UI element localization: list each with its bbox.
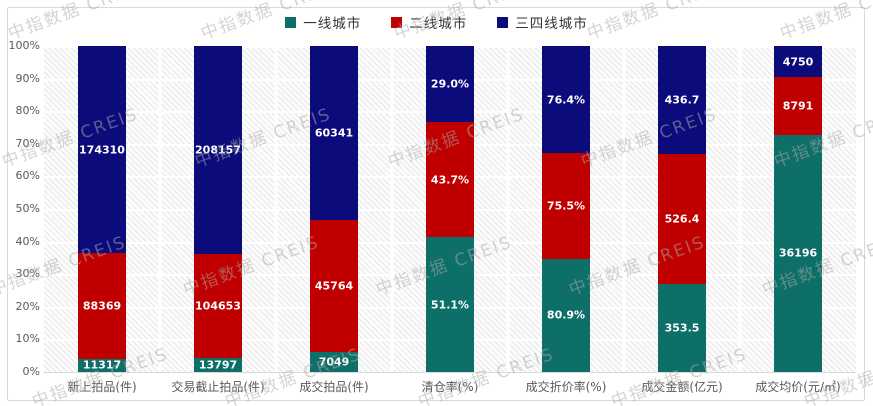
bar-segment: 88369 xyxy=(78,253,126,359)
bar-segment-label: 7049 xyxy=(318,355,350,369)
bar-segment-label: 36196 xyxy=(778,246,818,260)
bar-segment: 76.4% xyxy=(542,46,590,153)
bar-segment-label: 43.7% xyxy=(430,173,470,187)
bar-column: 36196 8791 4750 xyxy=(740,46,856,372)
legend-swatch-icon xyxy=(391,16,403,28)
stacked-bar: 353.5 526.4 436.7 xyxy=(658,46,706,372)
x-axis-category-label: 新上拍品(件) xyxy=(67,380,137,394)
legend-label: 三四线城市 xyxy=(515,16,588,32)
vertical-gridline xyxy=(738,46,742,372)
y-axis-tick-label: 10% xyxy=(15,332,40,346)
bar-segment-label: 208157 xyxy=(195,143,241,157)
bar-segment: 526.4 xyxy=(658,154,706,285)
stacked-bar: 7049 45764 60341 xyxy=(310,46,358,372)
y-axis-tick-label: 90% xyxy=(15,71,40,85)
bar-segment: 436.7 xyxy=(658,46,706,155)
bar-segment: 7049 xyxy=(310,351,358,372)
plot-area: 11317 88369 174310 13797 104653 208157 7049 457… xyxy=(44,46,856,373)
bar-segment-label: 75.5% xyxy=(546,199,586,213)
y-axis-tick-label: 30% xyxy=(15,267,40,281)
bar-column: 11317 88369 174310 xyxy=(44,46,160,372)
bar-segment: 60341 xyxy=(310,46,358,220)
bar-segment-label: 174310 xyxy=(79,143,125,157)
chart-legend: 一线城市 二线城市 三四线城市 xyxy=(0,12,873,32)
bar-segment-label: 45764 xyxy=(314,279,354,293)
x-axis-category-label: 清仓率(%) xyxy=(421,380,479,394)
bar-segment-label: 11317 xyxy=(82,358,122,372)
vertical-gridline xyxy=(622,46,626,372)
legend-item: 一线城市 xyxy=(285,12,361,32)
bar-segment-label: 8791 xyxy=(782,99,814,113)
legend-label: 二线城市 xyxy=(409,16,468,32)
vertical-gridline xyxy=(506,46,510,372)
y-axis-tick-label: 0% xyxy=(22,365,40,378)
bar-segment: 353.5 xyxy=(658,284,706,372)
legend-swatch-icon xyxy=(285,16,297,28)
bar-segment: 45764 xyxy=(310,219,358,352)
x-axis-category-label: 成交折价率(%) xyxy=(525,380,607,394)
bar-segment: 104653 xyxy=(194,253,242,359)
bar-segment-label: 60341 xyxy=(314,126,354,140)
bar-segment: 208157 xyxy=(194,46,242,254)
legend-label: 一线城市 xyxy=(303,16,362,32)
vertical-gridline xyxy=(390,46,394,372)
stacked-bar: 80.9% 75.5% 76.4% xyxy=(542,46,590,372)
bar-segment: 75.5% xyxy=(542,153,590,259)
y-axis-tick-label: 60% xyxy=(15,169,40,183)
y-axis-tick-label: 50% xyxy=(15,202,40,215)
bar-segment: 4750 xyxy=(774,46,822,78)
legend-item: 二线城市 xyxy=(391,12,467,32)
bar-segment-label: 29.0% xyxy=(430,77,470,91)
x-axis-category-label: 成交均价(元/㎡) xyxy=(755,380,841,394)
bar-segment: 43.7% xyxy=(426,122,474,238)
bar-segment-label: 76.4% xyxy=(546,93,586,106)
bar-segment: 80.9% xyxy=(542,258,590,372)
legend-swatch-icon xyxy=(497,16,509,28)
bar-column: 7049 45764 60341 xyxy=(276,46,392,372)
bar-segment-label: 436.7 xyxy=(664,93,700,107)
stacked-bar: 36196 8791 4750 xyxy=(774,46,822,372)
stacked-bar: 13797 104653 208157 xyxy=(194,46,242,372)
bar-column: 13797 104653 208157 xyxy=(160,46,276,372)
x-axis-category-label: 成交金额(亿元) xyxy=(641,380,723,394)
bar-column: 51.1% 43.7% 29.0% xyxy=(392,46,508,372)
bar-segment-label: 13797 xyxy=(198,358,238,372)
stacked-bar: 51.1% 43.7% 29.0% xyxy=(426,46,474,372)
y-axis-tick-label: 40% xyxy=(15,234,40,248)
bar-column: 353.5 526.4 436.7 xyxy=(624,46,740,372)
bar-segment: 13797 xyxy=(194,358,242,372)
x-axis-category-label: 交易截止拍品(件) xyxy=(171,380,265,394)
stacked-bar: 11317 88369 174310 xyxy=(78,46,126,372)
legend-item: 三四线城市 xyxy=(497,12,588,32)
bar-segment-label: 80.9% xyxy=(546,308,586,322)
bar-segment: 11317 xyxy=(78,358,126,372)
bar-segment: 174310 xyxy=(78,46,126,254)
bar-segment-label: 353.5 xyxy=(664,321,700,335)
vertical-gridline xyxy=(274,46,278,372)
bar-segment-label: 104653 xyxy=(195,299,241,313)
y-axis-tick-label: 70% xyxy=(15,136,40,150)
vertical-gridline xyxy=(158,46,162,372)
y-axis-tick-label: 100% xyxy=(8,39,40,52)
bar-segment: 29.0% xyxy=(426,46,474,123)
bar-segment: 36196 xyxy=(774,134,822,372)
x-axis-category-label: 成交拍品(件) xyxy=(299,380,369,394)
bar-segment-label: 526.4 xyxy=(664,212,700,226)
y-axis-tick-label: 20% xyxy=(15,299,40,313)
bar-column: 80.9% 75.5% 76.4% xyxy=(508,46,624,372)
bar-segment-label: 4750 xyxy=(782,55,814,69)
bar-segment: 51.1% xyxy=(426,237,474,372)
bar-segment-label: 88369 xyxy=(82,299,122,313)
bar-segment: 8791 xyxy=(774,77,822,135)
bar-segment-label: 51.1% xyxy=(430,298,470,312)
y-axis-tick-label: 80% xyxy=(15,104,40,118)
